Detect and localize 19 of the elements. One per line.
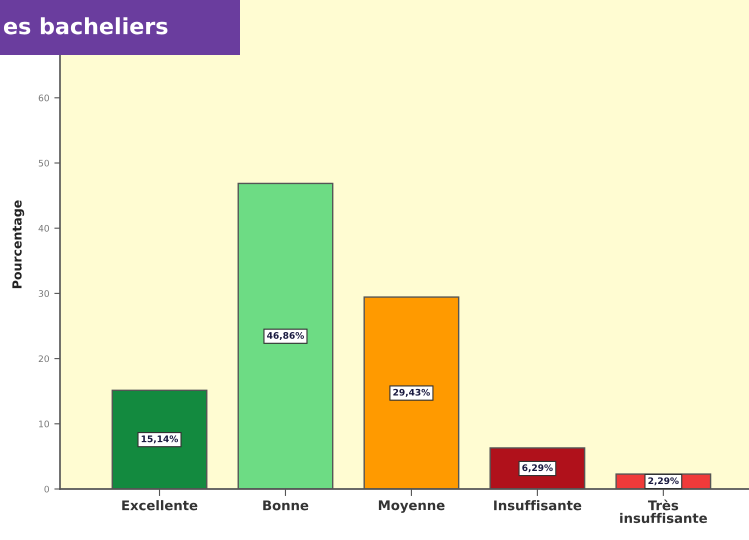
data-label: 6,29% [522, 464, 553, 472]
y-tick-label: 30 [38, 290, 49, 297]
x-tick-label: Moyenne [378, 500, 445, 513]
y-tick-label: 60 [38, 94, 49, 102]
text: es bacheliers [4, 17, 168, 34]
x-tick-label: Très insuffisante [620, 500, 707, 524]
y-tick-label: 40 [38, 224, 49, 232]
y-tick-label: 20 [38, 355, 49, 362]
y-axis-title: Pourcentage [12, 200, 24, 288]
y-tick-label: 0 [44, 486, 49, 493]
data-label: 15,14% [142, 435, 178, 444]
x-tick-label: Insuffisante [494, 500, 582, 510]
y-tick-label: 50 [38, 160, 49, 167]
x-tick-label: Bonne [263, 500, 308, 510]
data-label: 2,29% [648, 477, 679, 486]
x-tick-label: Excellente [122, 500, 198, 510]
data-label: 29,43% [393, 388, 430, 397]
data-label: 46,86% [267, 332, 304, 340]
y-tick-label: 10 [39, 420, 49, 428]
